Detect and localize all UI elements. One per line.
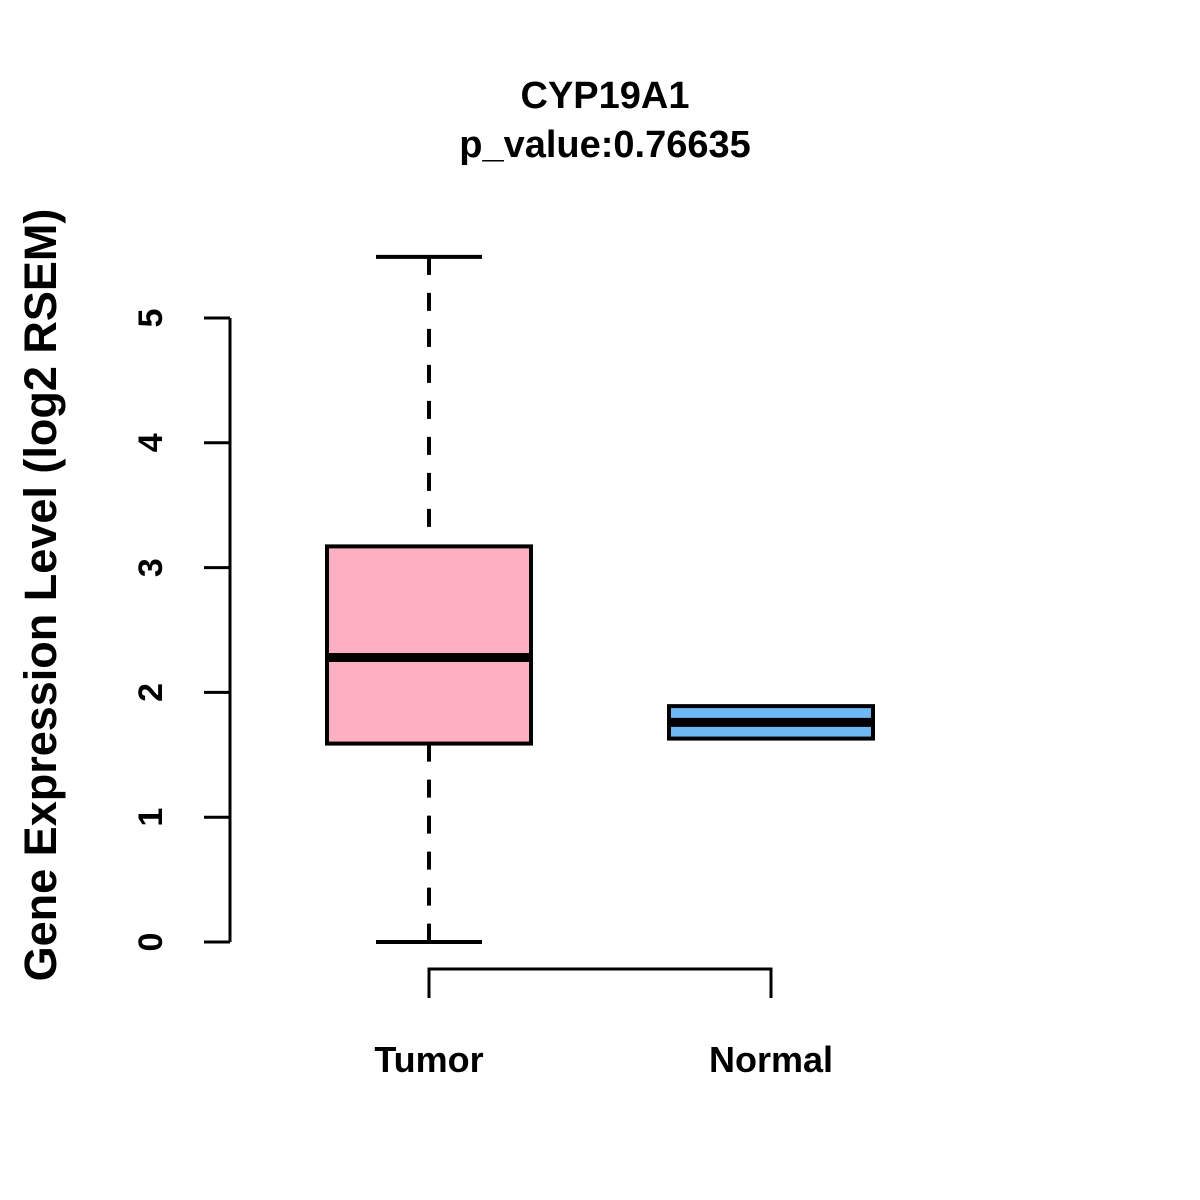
- y-axis: 0 1 2 3 4 5: [132, 309, 232, 952]
- y-tick-label: 1: [132, 808, 170, 827]
- y-tick-label: 5: [132, 309, 170, 328]
- x-axis-bracket: [427, 967, 773, 998]
- box-tumor: [325, 254, 533, 944]
- y-tick-label: 0: [132, 933, 170, 952]
- y-tick-label: 4: [132, 433, 170, 452]
- y-axis-title: Gene Expression Level (log2 RSEM): [15, 209, 66, 982]
- box-normal: [667, 704, 875, 741]
- chart-subtitle-pvalue: p_value:0.76635: [459, 124, 751, 166]
- category-bracket: [427, 967, 773, 998]
- chart-title: CYP19A1: [521, 75, 690, 117]
- x-category-label-normal: Normal: [709, 1039, 833, 1080]
- boxplot-series: [325, 254, 875, 944]
- y-tick-label: 3: [132, 558, 170, 577]
- iqr-box: [325, 544, 533, 746]
- y-tick-label: 2: [132, 683, 170, 702]
- x-category-label-tumor: Tumor: [374, 1039, 483, 1080]
